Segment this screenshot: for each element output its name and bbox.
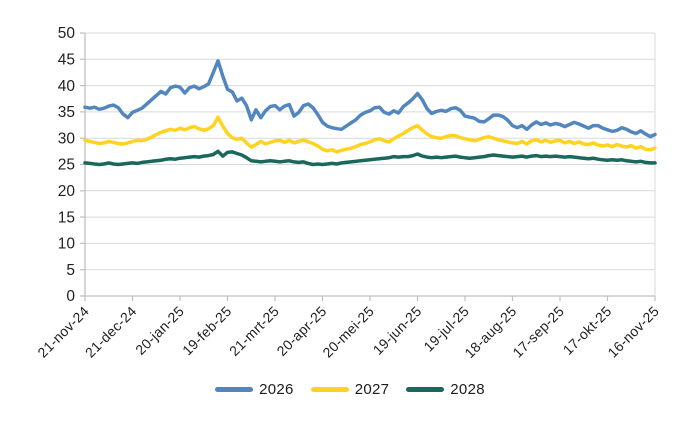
legend-label-2027: 2027 xyxy=(354,380,390,398)
y-tick-label: 20 xyxy=(58,183,76,200)
x-axis-ticks xyxy=(84,296,656,301)
series-line-2028 xyxy=(83,149,657,167)
y-tick-label: 50 xyxy=(58,25,76,42)
y-tick-label: 45 xyxy=(58,52,75,69)
y-tick-label: 25 xyxy=(58,157,75,174)
chart-legend: 2026 2027 2028 xyxy=(0,379,700,399)
legend-label-2028: 2028 xyxy=(450,380,485,398)
y-tick-label: 10 xyxy=(58,236,76,253)
x-tick-label: 21-mrt-25 xyxy=(226,303,282,359)
y-tick-label: 15 xyxy=(58,209,75,226)
series-line-2027 xyxy=(83,115,657,154)
legend-item-2028: 2028 xyxy=(406,381,485,398)
y-tick-label: 35 xyxy=(58,104,75,121)
x-tick-label: 19-jun-25 xyxy=(370,303,425,358)
x-tick-label: 17-sep-25 xyxy=(509,303,567,361)
legend-label-2026: 2026 xyxy=(259,380,294,398)
x-tick-label: 20-jan-25 xyxy=(132,303,187,358)
x-tick-label: 18-aug-25 xyxy=(461,303,519,361)
x-tick-label: 16-nov-25 xyxy=(604,303,662,361)
legend-item-2026: 2026 xyxy=(215,381,294,398)
x-tick-label: 19-feb-25 xyxy=(179,303,235,359)
y-tick-label: 30 xyxy=(58,130,76,147)
legend-swatch-2028 xyxy=(406,386,445,392)
legend-swatch-2027 xyxy=(310,386,349,392)
x-tick-label: 20-mei-25 xyxy=(319,303,377,361)
y-tick-label: 0 xyxy=(66,288,75,305)
legend-swatch-2026 xyxy=(215,386,254,392)
legend-item-2027: 2027 xyxy=(310,380,390,398)
y-tick-label: 40 xyxy=(58,78,76,95)
y-axis-labels: 0 5 10 15 20 25 30 35 40 45 50 xyxy=(58,25,76,305)
y-tick-label: 5 xyxy=(66,262,75,279)
series-line-2026 xyxy=(83,59,657,139)
gridlines xyxy=(85,32,655,271)
y-axis-ticks xyxy=(80,32,85,297)
x-tick-label: 21-dec-24 xyxy=(82,303,140,361)
x-axis-labels: 21-nov-2421-dec-2420-jan-2519-feb-2521-m… xyxy=(34,303,662,361)
